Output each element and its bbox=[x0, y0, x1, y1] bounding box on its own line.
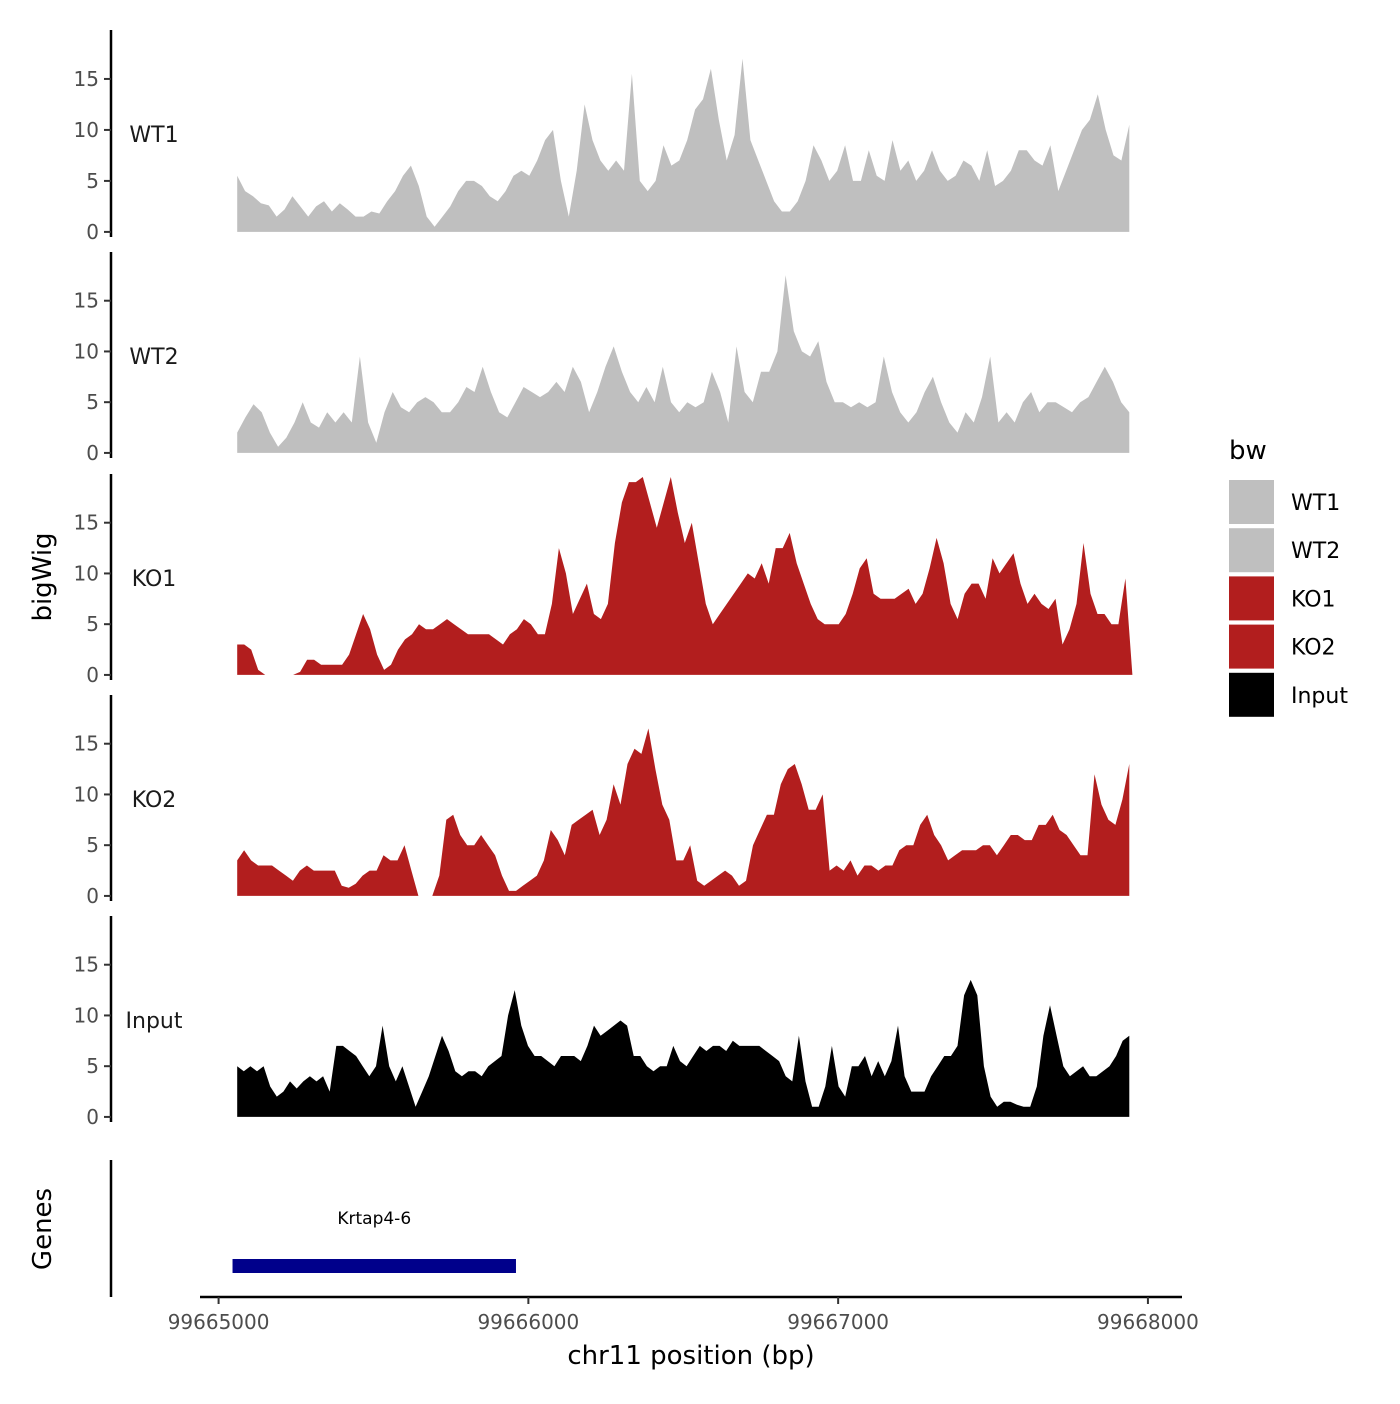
y-tick-label: 5 bbox=[86, 612, 99, 636]
legend-swatch-wt2 bbox=[1229, 528, 1274, 573]
y-tick-label: 5 bbox=[86, 833, 99, 857]
y-tick-label: 10 bbox=[74, 782, 99, 806]
legend-title: bw bbox=[1229, 436, 1267, 466]
y-tick-label: 15 bbox=[74, 511, 99, 535]
y-tick-label: 0 bbox=[86, 884, 99, 908]
genes-axis-title: Genes bbox=[28, 1188, 58, 1270]
y-tick-label: 10 bbox=[74, 561, 99, 585]
legend-label-wt1: WT1 bbox=[1291, 491, 1340, 516]
track-label-input: Input bbox=[126, 1009, 183, 1034]
x-tick-label: 99666000 bbox=[477, 1310, 579, 1334]
legend-label-input: Input bbox=[1291, 684, 1348, 709]
legend-swatch-wt1 bbox=[1229, 480, 1274, 524]
y-tick-label: 0 bbox=[86, 220, 99, 244]
y-tick-label: 15 bbox=[74, 953, 99, 977]
legend-label-wt2: WT2 bbox=[1291, 539, 1340, 564]
legend-swatch-ko2 bbox=[1229, 624, 1274, 669]
track-label-wt1: WT1 bbox=[129, 123, 178, 148]
x-tick-label: 99667000 bbox=[787, 1310, 889, 1334]
y-tick-label: 5 bbox=[86, 169, 99, 193]
gene-bar-krtap4-6 bbox=[232, 1259, 516, 1273]
y-tick-label: 10 bbox=[74, 118, 99, 142]
y-tick-label: 5 bbox=[86, 390, 99, 414]
track-label-ko2: KO2 bbox=[132, 788, 177, 813]
y-tick-label: 15 bbox=[74, 732, 99, 756]
x-axis-title: chr11 position (bp) bbox=[567, 1341, 814, 1371]
y-tick-label: 15 bbox=[74, 289, 99, 313]
gene-label-krtap4-6: Krtap4-6 bbox=[337, 1209, 411, 1229]
y-tick-label: 10 bbox=[74, 339, 99, 363]
legend-swatch-input bbox=[1229, 672, 1274, 717]
legend-swatch-ko1 bbox=[1229, 576, 1274, 621]
track-label-ko1: KO1 bbox=[132, 567, 177, 592]
y-tick-label: 0 bbox=[86, 663, 99, 687]
y-tick-label: 0 bbox=[86, 441, 99, 465]
series-area-ko2 bbox=[237, 728, 1130, 896]
y-tick-label: 10 bbox=[74, 1003, 99, 1027]
y-tick-label: 0 bbox=[86, 1105, 99, 1129]
y-tick-label: 15 bbox=[74, 67, 99, 91]
series-area-wt1 bbox=[237, 58, 1130, 232]
legend-label-ko1: KO1 bbox=[1291, 587, 1336, 612]
series-area-ko1 bbox=[237, 477, 1133, 675]
legend-label-ko2: KO2 bbox=[1291, 636, 1336, 661]
series-area-input bbox=[237, 979, 1130, 1117]
series-area-wt2 bbox=[237, 275, 1130, 453]
x-tick-label: 99665000 bbox=[168, 1310, 270, 1334]
x-tick-label: 99668000 bbox=[1097, 1310, 1199, 1334]
y-axis-title: bigWig bbox=[28, 532, 58, 621]
y-tick-label: 5 bbox=[86, 1054, 99, 1078]
track-label-wt2: WT2 bbox=[129, 345, 178, 370]
